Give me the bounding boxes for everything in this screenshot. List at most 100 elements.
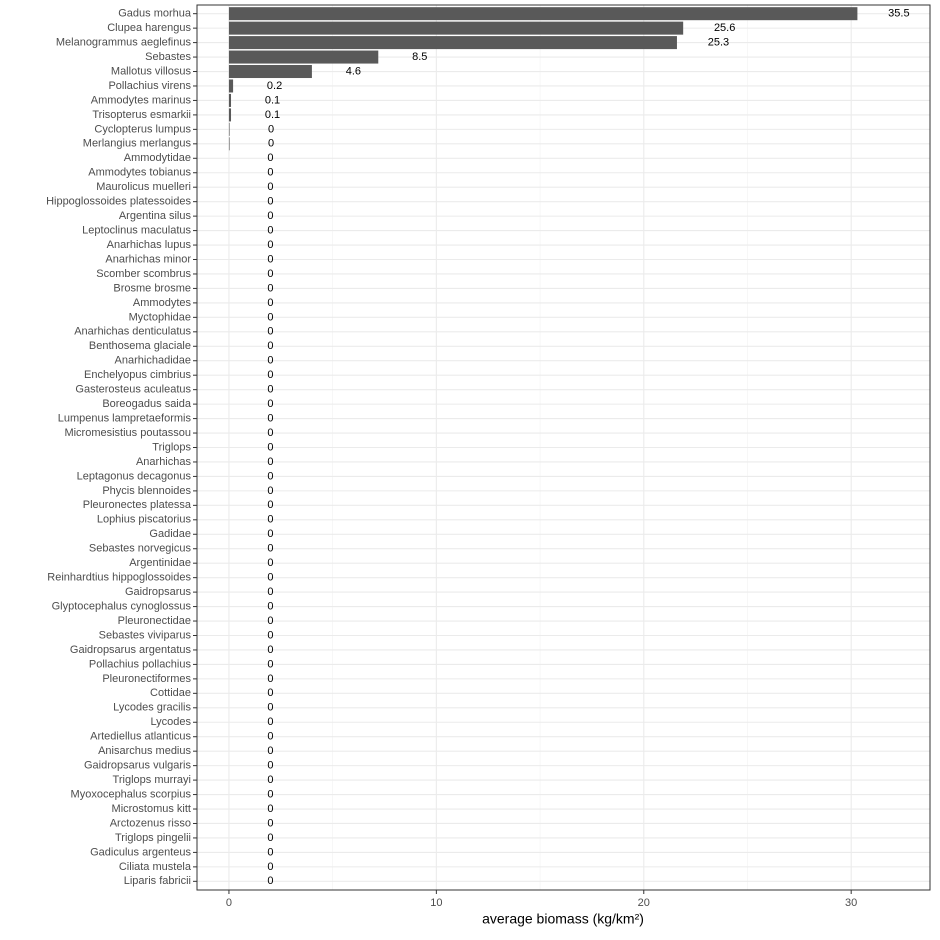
bar-label: 0 [267,586,273,598]
y-tick-label: Lycodes [150,716,191,728]
y-tick-label: Gaidropsarus [125,586,192,598]
y-tick-label: Leptagonus decagonus [77,470,192,482]
y-tick-label: Ciliata mustela [119,861,192,873]
y-tick-label: Triglops pingelii [115,832,191,844]
bar-label: 0 [267,167,273,179]
y-tick-label: Phycis blennoides [102,485,191,497]
bar [228,21,684,35]
bar-label: 0 [267,456,273,468]
bar-label: 0.1 [265,109,280,121]
bar [228,137,230,151]
y-tick-label: Brosme brosme [113,282,191,294]
bar-label: 0 [267,557,273,569]
y-tick-label: Pleuronectes platessa [83,499,192,511]
bar-label: 0 [267,629,273,641]
y-tick-label: Anarhichadidae [115,355,191,367]
y-tick-label: Triglops [152,441,191,453]
y-tick-label: Gaidropsarus vulgaris [84,760,191,772]
bar [228,65,312,79]
y-tick-label: Cottidae [150,687,191,699]
bar-label: 0.2 [267,80,282,92]
y-tick-label: Sebastes viviparus [99,629,192,641]
y-tick-label: Triglops murrayi [113,774,191,786]
bar-label: 0 [267,485,273,497]
bar-label: 0 [267,210,273,222]
bar-label: 0 [267,196,273,208]
x-axis-title: average biomass (kg/km²) [482,911,644,927]
y-tick-label: Ammodytes marinus [91,94,192,106]
y-tick-label: Microstomus kitt [112,803,191,815]
y-tick-label: Argentinidae [129,557,191,569]
bar-label: 0 [267,600,273,612]
bar-label: 0 [267,615,273,627]
bar-label: 4.6 [346,65,361,77]
y-tick-label: Boreogadus saida [102,398,192,410]
y-tick-label: Melanogrammus aeglefinus [56,37,192,49]
y-tick-label: Arctozenus risso [110,817,191,829]
y-tick-label: Myoxocephalus scorpius [71,788,192,800]
x-tick-label: 30 [845,897,857,909]
bar-label: 0 [267,774,273,786]
bar [228,108,232,122]
y-tick-label: Reinhardtius hippoglossoides [47,572,191,584]
bar-label: 0 [267,716,273,728]
bar-label: 0 [267,528,273,540]
bar-label: 0 [267,644,273,656]
bar-label: 0.1 [265,94,280,106]
bar-label: 35.5 [888,8,909,20]
bar-label: 0 [267,572,273,584]
y-tick-label: Trisopterus esmarkii [92,109,191,121]
y-tick-label: Ammodytes tobianus [88,167,191,179]
bar-label: 25.3 [708,37,729,49]
y-tick-label: Gaidropsarus argentatus [70,644,192,656]
bar-label: 0 [267,340,273,352]
bar-label: 0 [268,123,274,135]
bar-label: 0 [267,745,273,757]
bar-label: 0 [267,152,273,164]
bar [228,36,677,50]
bar-label: 0 [267,326,273,338]
bar-label: 0 [267,384,273,396]
bar-label: 0 [267,253,273,265]
bar-label: 0 [267,687,273,699]
y-tick-label: Pollachius pollachius [89,658,192,670]
bar-label: 0 [267,441,273,453]
bar-label: 0 [267,832,273,844]
y-tick-label: Scomber scombrus [96,268,191,280]
bar-label: 0 [267,282,273,294]
y-tick-label: Anarhichas denticulatus [74,326,191,338]
bar-label: 0 [267,702,273,714]
y-tick-label: Gadus morhua [118,8,192,20]
y-tick-label: Ammodytes [133,297,192,309]
bar-label: 0 [267,788,273,800]
bar [228,50,379,64]
x-tick-label: 10 [430,897,442,909]
bar [228,93,232,107]
y-tick-label: Sebastes [145,51,191,63]
bar [228,79,234,93]
bar-label: 0 [267,514,273,526]
y-tick-label: Anarhichas [136,456,192,468]
y-tick-label: Lycodes gracilis [113,702,191,714]
y-tick-label: Anisarchus medius [98,745,191,757]
y-tick-label: Sebastes norvegicus [89,543,192,555]
bar-label: 0 [267,861,273,873]
bar-label: 0 [267,846,273,858]
bar-label: 0 [267,543,273,555]
y-tick-label: Cyclopterus lumpus [94,123,191,135]
y-tick-label: Myctophidae [129,311,191,323]
y-tick-label: Mallotus villosus [111,65,192,77]
bar-label: 0 [267,239,273,251]
bar-label: 0 [267,369,273,381]
y-tick-label: Ammodytidae [124,152,191,164]
bar-label: 0 [267,875,273,887]
y-tick-label: Pleuronectiformes [102,673,191,685]
panel-border [196,4,931,891]
y-tick-label: Clupea harengus [107,22,191,34]
bar-label: 0 [267,412,273,424]
y-tick-label: Gadiculus argenteus [90,846,191,858]
y-tick-label: Lophius piscatorius [97,514,192,526]
bar-label: 0 [267,803,273,815]
y-tick-label: Pollachius virens [108,80,191,92]
